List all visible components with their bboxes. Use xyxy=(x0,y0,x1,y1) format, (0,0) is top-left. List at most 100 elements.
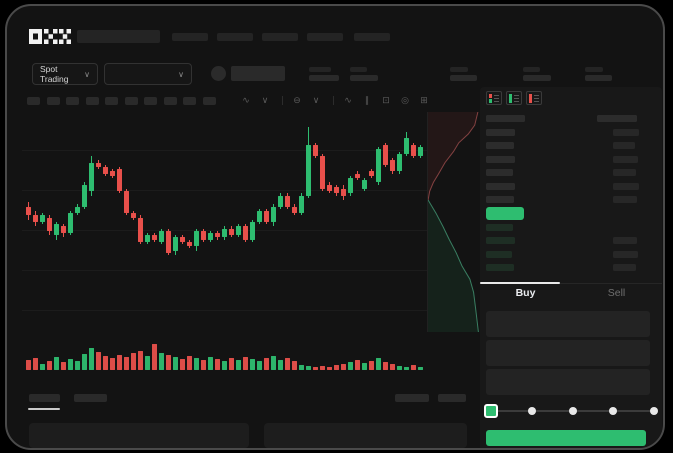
toggle-line xyxy=(534,98,539,99)
volume-bar xyxy=(271,356,276,370)
bid-price-skeleton[interactable] xyxy=(486,237,515,245)
nav-item-skeleton[interactable] xyxy=(354,33,390,41)
ask-price-skeleton[interactable] xyxy=(486,142,514,150)
amount-input[interactable] xyxy=(486,340,650,366)
candle xyxy=(236,226,241,236)
bid-price-skeleton[interactable] xyxy=(486,224,513,231)
candle xyxy=(208,233,213,240)
bottom-input-left[interactable] xyxy=(29,423,249,448)
candle xyxy=(264,211,269,222)
ask-amount-skeleton xyxy=(613,182,639,190)
slider-stop[interactable] xyxy=(650,407,658,415)
volume-bar xyxy=(152,344,157,370)
chevron-down-icon[interactable]: ∨ xyxy=(261,95,269,105)
ask-price-skeleton[interactable] xyxy=(486,155,515,163)
bottom-tab-active-skeleton[interactable] xyxy=(29,394,60,402)
timeframe-pill[interactable] xyxy=(144,97,157,105)
chevron-down-icon[interactable]: ∨ xyxy=(312,95,320,105)
toggle-mark xyxy=(509,94,512,103)
total-input[interactable] xyxy=(486,369,650,395)
book-bids-icon[interactable] xyxy=(506,91,522,105)
timeframe-pill[interactable] xyxy=(105,97,118,105)
volume-bar xyxy=(250,359,255,370)
stat-value-skeleton xyxy=(450,75,477,81)
volume-bar xyxy=(40,364,45,370)
ask-price-skeleton[interactable] xyxy=(486,129,515,136)
bid-price-skeleton[interactable] xyxy=(486,264,514,272)
tab-buy[interactable]: Buy xyxy=(515,287,536,299)
candle-style-icon[interactable]: ⊖ xyxy=(293,95,301,105)
volume-bar xyxy=(110,358,115,370)
fullscreen-icon[interactable]: ⊞ xyxy=(420,95,428,105)
ask-amount-skeleton xyxy=(613,169,636,177)
ask-price-skeleton[interactable] xyxy=(486,182,515,190)
volume-bar xyxy=(236,360,241,370)
last-price-pill[interactable] xyxy=(486,207,524,220)
indicator-wave-icon[interactable]: ∿ xyxy=(242,95,250,105)
slider-handle[interactable] xyxy=(484,404,498,418)
bid-price-skeleton[interactable] xyxy=(486,250,512,258)
bottom-action-skeleton[interactable] xyxy=(438,394,466,402)
volume-bar xyxy=(33,358,38,370)
candlestick-chart[interactable] xyxy=(22,110,480,370)
bid-amount-skeleton xyxy=(613,264,636,272)
okx-logo[interactable] xyxy=(29,29,71,44)
stat-label-skeleton xyxy=(523,67,540,72)
toggle-line xyxy=(534,101,539,102)
timeframe-pill[interactable] xyxy=(124,97,138,105)
timeframe-pill[interactable] xyxy=(183,97,196,105)
chevron-down-icon: ∨ xyxy=(84,69,90,79)
candle xyxy=(173,237,178,251)
slider-stop[interactable] xyxy=(568,407,577,415)
volume-bar xyxy=(390,364,395,370)
timeframe-pill[interactable] xyxy=(27,97,40,105)
timeframe-pill[interactable] xyxy=(202,97,216,105)
bottom-action-skeleton[interactable] xyxy=(395,394,429,402)
price-input[interactable] xyxy=(486,311,650,337)
volume-bar xyxy=(215,359,220,370)
volume-bar xyxy=(26,360,31,370)
slider-stop[interactable] xyxy=(527,407,536,415)
bottom-tab-skeleton[interactable] xyxy=(74,394,107,402)
timeframe-pill[interactable] xyxy=(46,97,60,105)
toggle-line xyxy=(494,101,499,102)
nav-item-skeleton[interactable] xyxy=(307,33,343,41)
volume-bar xyxy=(159,353,164,370)
book-asks-icon[interactable] xyxy=(526,91,542,105)
compare-icon[interactable]: ∥ xyxy=(364,95,370,105)
candle xyxy=(362,180,367,189)
nav-item-skeleton[interactable] xyxy=(217,33,253,41)
nav-item-skeleton[interactable] xyxy=(172,33,208,41)
timeframe-pill[interactable] xyxy=(66,97,79,105)
nav-item-skeleton[interactable] xyxy=(262,33,298,41)
line-tool-icon[interactable]: ∿ xyxy=(344,95,352,105)
ask-amount-skeleton xyxy=(613,196,637,203)
timer-icon[interactable]: ◎ xyxy=(401,95,409,105)
candle xyxy=(61,226,66,233)
slider-stop[interactable] xyxy=(609,407,618,415)
volume-bar xyxy=(341,364,346,370)
candle xyxy=(271,206,276,222)
candle xyxy=(159,230,164,242)
candle xyxy=(250,222,255,240)
book-both-icon[interactable] xyxy=(486,91,502,105)
search-bar-skeleton[interactable] xyxy=(77,30,160,43)
camera-icon[interactable]: ⊡ xyxy=(382,95,390,105)
volume-bar xyxy=(208,357,213,370)
tab-sell[interactable]: Sell xyxy=(607,287,626,299)
candle xyxy=(75,206,80,214)
ask-price-skeleton[interactable] xyxy=(486,196,514,203)
candle xyxy=(82,184,87,207)
timeframe-pill[interactable] xyxy=(163,97,177,105)
toggle-mark xyxy=(489,94,492,98)
bottom-input-right[interactable] xyxy=(264,423,467,448)
market-type-dropdown[interactable]: Spot Trading ∨ xyxy=(32,63,98,85)
volume-bar xyxy=(75,361,80,370)
timeframe-pill[interactable] xyxy=(85,97,99,105)
buy-submit-button[interactable] xyxy=(486,430,646,446)
pair-dropdown[interactable]: ∨ xyxy=(104,63,192,85)
volume-bar xyxy=(397,366,402,370)
ask-price-skeleton[interactable] xyxy=(486,169,513,177)
candle xyxy=(285,195,290,207)
candle xyxy=(299,195,304,214)
